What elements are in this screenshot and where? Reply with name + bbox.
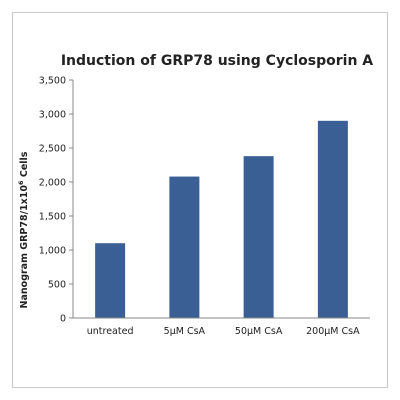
bar-3 [317, 120, 348, 318]
y-tick-label: 2,500 [39, 144, 66, 155]
x-tick-label: 5µM CsA [164, 326, 206, 337]
y-tick-label: 1,000 [39, 246, 66, 257]
y-axis-label-tail: Cells [19, 151, 30, 180]
chart-title: Induction of GRP78 using Cyclosporin A [61, 53, 373, 69]
y-tick-label: 3,000 [39, 110, 66, 121]
x-tick-label: 50µM CsA [235, 326, 283, 337]
y-tick-label: 0 [60, 314, 66, 325]
y-axis-label-main: Nanogram GRP78/1x10 [19, 185, 30, 309]
y-tick-label: 1,500 [39, 212, 66, 223]
y-tick-label: 500 [48, 280, 66, 291]
bar-1 [169, 176, 200, 318]
bar-2 [243, 156, 274, 318]
y-tick-label: 2,000 [39, 178, 66, 189]
y-axis-label: Nanogram GRP78/1x106 Cells [17, 151, 30, 308]
x-tick-label: 200µM CsA [306, 326, 360, 337]
bar-0 [95, 243, 126, 318]
x-tick-label: untreated [87, 326, 134, 337]
y-axis-label-sup: 6 [17, 180, 25, 185]
y-tick-label: 3,500 [39, 76, 66, 87]
